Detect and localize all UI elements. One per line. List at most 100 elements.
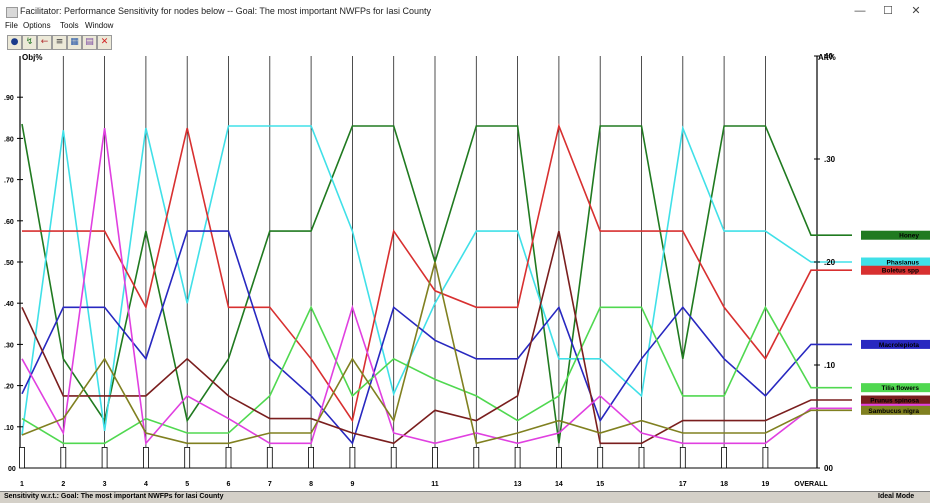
palette-icon[interactable]: ▤: [82, 35, 97, 50]
menu-tools[interactable]: Tools: [60, 21, 79, 30]
maximize-button[interactable]: ☐: [883, 5, 893, 17]
x-label-13: 13: [514, 481, 522, 488]
sort-icon[interactable]: ≡: [52, 35, 67, 50]
right-tick-label: 00: [824, 464, 833, 473]
sensitivity-chart[interactable]: Obj% Alt% .10 .20 .30 .40 .50 .60 .70 .80 .90 00 0…: [0, 48, 930, 491]
title-bar: Facilitator: Performance Sensitivity for…: [0, 0, 930, 22]
series-line-prunus-spinosa: [21, 230, 852, 445]
legend-label: Sambucus nigra: [868, 408, 919, 415]
right-tick-label: .10: [824, 361, 836, 370]
left-axis-label: Obj%: [22, 53, 42, 62]
legend-item-sambucus-nigra: Sambucus nigra: [861, 405, 930, 415]
left-zero-label: 00: [8, 466, 16, 473]
close-chart-icon[interactable]: ✕: [97, 35, 112, 50]
x-label-4: 4: [144, 481, 148, 488]
left-tick-label: .20: [4, 384, 14, 391]
left-tick-label: .30: [4, 342, 14, 349]
status-sensitivity-text: Sensitivity w.r.t.: Goal: The most impor…: [4, 493, 224, 500]
x-label-19: 19: [762, 481, 770, 488]
close-button[interactable]: ✕: [911, 5, 921, 17]
objective-bar-9: [349, 446, 356, 469]
x-label-8: 8: [309, 481, 313, 488]
legend-swatch: [861, 257, 930, 267]
right-tick-label: 40: [824, 52, 833, 61]
legend-swatch: [861, 265, 930, 275]
legend-item-phasianus: Phasianus: [861, 257, 930, 267]
chart-tool-icon[interactable]: ↯: [22, 35, 37, 50]
legend-swatch: [861, 405, 930, 415]
left-tick-label: .50: [4, 260, 14, 267]
legend-item-prunus-spinosa: Prunus spinosa: [861, 395, 930, 405]
x-label-2: 2: [61, 481, 65, 488]
objective-bar-8: [308, 446, 315, 469]
x-label-11: 11: [431, 481, 439, 488]
status-mode-text: Ideal Mode: [878, 493, 915, 500]
left-tick-label: .90: [4, 95, 14, 102]
objective-bar-15: [597, 446, 604, 469]
x-label-15: 15: [596, 481, 604, 488]
objective-bar-14: [556, 446, 562, 469]
objective-bar-17: [679, 446, 686, 469]
x-label-5: 5: [185, 481, 189, 488]
back-arrow-icon[interactable]: ←: [37, 35, 52, 50]
objective-bar-6: [225, 446, 232, 469]
objective-bar-16: [638, 446, 645, 469]
objective-bar-7: [266, 446, 273, 469]
objective-bar-10: [390, 446, 397, 469]
menu-file[interactable]: File: [5, 21, 18, 30]
legend-swatch: [861, 230, 930, 240]
objective-bar-3: [101, 446, 108, 469]
x-label-18: 18: [720, 481, 728, 488]
graph-icon[interactable]: ▦: [67, 35, 82, 50]
series-line-macrolepiota: [21, 230, 852, 445]
right-axis-label: Alt%: [818, 53, 836, 62]
legend-label: Prunus spinosa: [870, 398, 919, 405]
objective-bar-2: [60, 446, 67, 469]
left-tick-label: .70: [4, 178, 14, 185]
left-tick-label: .10: [4, 425, 14, 432]
legend-item-honey: Honey: [861, 230, 930, 240]
toolbar: ● ↯ ← ≡ ▦ ▤ ✕: [0, 34, 930, 50]
legend-label: Boletus spp: [882, 268, 919, 275]
legend-label: Tilia flowers: [882, 385, 920, 392]
x-label-9: 9: [350, 481, 354, 488]
series-line-sambucus-nigra: [21, 261, 852, 445]
legend-label: Phasianus: [886, 260, 919, 267]
objective-bar-12: [473, 446, 480, 469]
left-tick-label: .40: [4, 301, 14, 308]
minimize-button[interactable]: —: [854, 5, 866, 17]
objective-bar-11: [432, 446, 438, 469]
left-tick-label: .60: [4, 219, 14, 226]
legend-item-macrolepiota: Macrolepiota: [861, 339, 930, 349]
x-label-14: 14: [555, 481, 563, 488]
window-title: Facilitator: Performance Sensitivity for…: [20, 6, 431, 16]
x-label-overall: OVERALL: [794, 481, 828, 488]
legend-label: Macrolepiota: [879, 342, 919, 349]
menu-bar: File Options Tools Window: [0, 20, 930, 33]
series-line-mentha-piperita: [21, 127, 852, 446]
x-label-6: 6: [227, 481, 231, 488]
x-label-17: 17: [679, 481, 687, 488]
left-tick-label: .80: [4, 136, 14, 143]
objective-bar-19: [762, 446, 769, 469]
x-label-3: 3: [103, 481, 107, 488]
series-line-phasianus: [21, 125, 852, 436]
status-bar: Sensitivity w.r.t.: Goal: The most impor…: [0, 491, 930, 503]
series-line-tilia-flowers: [21, 305, 852, 445]
legend-item-boletus-spp: Boletus spp: [861, 265, 930, 275]
print-icon[interactable]: ●: [7, 35, 22, 50]
legend-item-tilia-flowers: Tilia flowers: [861, 383, 930, 393]
objective-bar-18: [721, 446, 727, 469]
legend-label: Honey: [899, 233, 919, 240]
objective-bar-5: [184, 446, 191, 469]
x-label-1: 1: [20, 481, 24, 488]
objective-bar-4: [142, 446, 149, 469]
menu-window[interactable]: Window: [85, 21, 114, 30]
right-tick-label: .30: [824, 155, 836, 164]
objective-bar-1: [19, 446, 25, 469]
menu-options[interactable]: Options: [23, 21, 51, 30]
series-line-boletus-spp: [22, 123, 852, 423]
legend-swatch: [861, 339, 930, 349]
legend-swatch: [861, 383, 930, 393]
app-icon: [6, 7, 18, 18]
